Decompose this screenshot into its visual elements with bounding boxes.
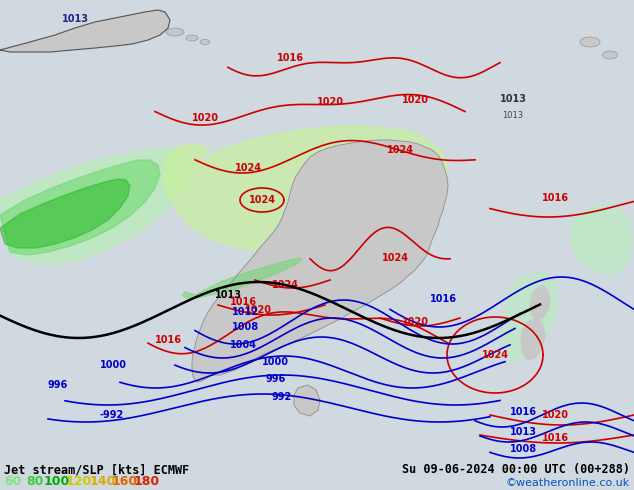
Text: 60: 60 bbox=[4, 475, 22, 488]
Text: 1020: 1020 bbox=[401, 95, 429, 105]
Text: 996: 996 bbox=[48, 380, 68, 390]
Text: 1008: 1008 bbox=[510, 444, 537, 454]
Text: 1020: 1020 bbox=[191, 113, 219, 123]
Polygon shape bbox=[530, 285, 550, 320]
Text: 1000: 1000 bbox=[100, 360, 127, 370]
Text: 1016: 1016 bbox=[155, 335, 181, 345]
Text: 120: 120 bbox=[66, 475, 93, 488]
Text: 1004: 1004 bbox=[230, 340, 257, 350]
Text: 992: 992 bbox=[272, 392, 292, 402]
Text: 1024: 1024 bbox=[235, 163, 261, 173]
Ellipse shape bbox=[580, 37, 600, 47]
Text: Su 09-06-2024 00:00 UTC (00+288): Su 09-06-2024 00:00 UTC (00+288) bbox=[402, 463, 630, 476]
Text: 100: 100 bbox=[44, 475, 70, 488]
Text: 80: 80 bbox=[26, 475, 43, 488]
Polygon shape bbox=[521, 318, 545, 360]
Polygon shape bbox=[0, 160, 160, 255]
Text: 1016: 1016 bbox=[541, 433, 569, 443]
Text: 1013: 1013 bbox=[502, 111, 523, 120]
Text: 1016: 1016 bbox=[430, 294, 457, 304]
Text: 1020: 1020 bbox=[316, 97, 344, 107]
Text: 1024: 1024 bbox=[249, 195, 276, 205]
Text: 1020: 1020 bbox=[541, 410, 569, 420]
Text: 1016: 1016 bbox=[541, 193, 569, 203]
Text: 1024: 1024 bbox=[481, 350, 508, 360]
Polygon shape bbox=[294, 385, 320, 416]
Text: 1000: 1000 bbox=[262, 357, 289, 367]
Text: 140: 140 bbox=[90, 475, 116, 488]
Ellipse shape bbox=[186, 35, 198, 41]
Text: 160: 160 bbox=[112, 475, 138, 488]
Text: 1024: 1024 bbox=[387, 145, 413, 155]
Text: 1024: 1024 bbox=[382, 253, 408, 263]
Text: 1012: 1012 bbox=[232, 307, 259, 317]
Ellipse shape bbox=[166, 28, 184, 36]
Polygon shape bbox=[0, 148, 190, 265]
Text: 1020: 1020 bbox=[245, 305, 271, 315]
Text: ©weatheronline.co.uk: ©weatheronline.co.uk bbox=[506, 478, 630, 488]
Text: 1013: 1013 bbox=[215, 290, 242, 300]
Text: Jet stream/SLP [kts] ECMWF: Jet stream/SLP [kts] ECMWF bbox=[4, 463, 190, 476]
Polygon shape bbox=[500, 272, 558, 360]
Text: 1016: 1016 bbox=[230, 297, 257, 307]
Polygon shape bbox=[182, 258, 302, 298]
Text: -992: -992 bbox=[100, 410, 124, 420]
Text: 1013: 1013 bbox=[62, 14, 89, 24]
Text: 996: 996 bbox=[265, 374, 285, 384]
Text: 1024: 1024 bbox=[271, 280, 299, 290]
Text: 1016: 1016 bbox=[510, 407, 537, 417]
Polygon shape bbox=[163, 126, 448, 253]
Text: 1013: 1013 bbox=[510, 427, 537, 437]
Text: 1013: 1013 bbox=[500, 94, 527, 104]
Polygon shape bbox=[192, 140, 448, 382]
Text: 1016: 1016 bbox=[276, 53, 304, 63]
Ellipse shape bbox=[200, 40, 210, 45]
Polygon shape bbox=[570, 205, 632, 275]
Text: 180: 180 bbox=[134, 475, 160, 488]
Ellipse shape bbox=[602, 51, 618, 59]
Text: 1008: 1008 bbox=[232, 322, 259, 332]
Text: 1020: 1020 bbox=[401, 317, 429, 327]
Polygon shape bbox=[0, 179, 130, 248]
Polygon shape bbox=[0, 10, 170, 52]
